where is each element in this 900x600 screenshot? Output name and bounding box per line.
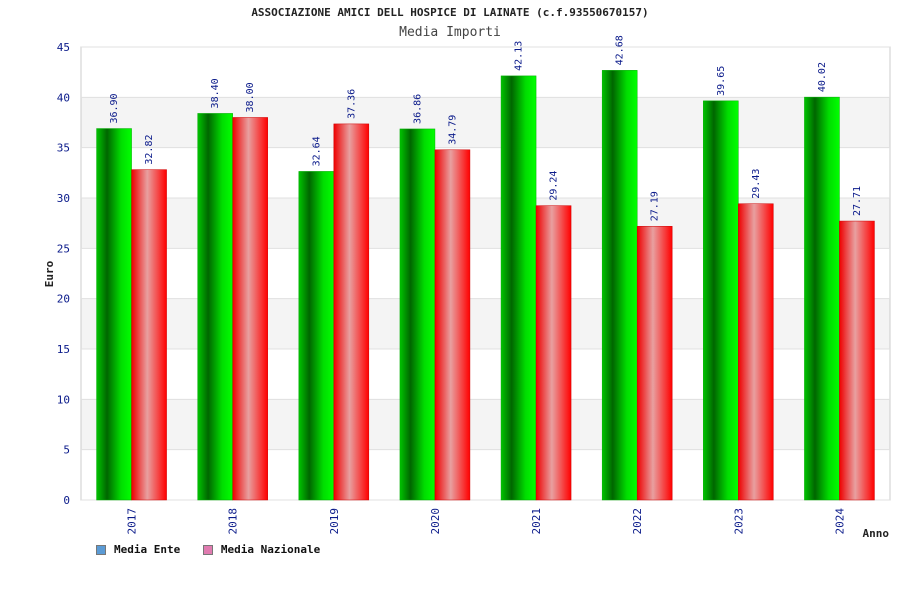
y-axis-title: Euro [43, 260, 56, 287]
chart-title: ASSOCIAZIONE AMICI DELL HOSPICE DI LAINA… [251, 6, 649, 19]
bar-media-ente-2021 [500, 75, 537, 501]
bar-media-ente-2023 [703, 100, 739, 501]
data-label: 29.43 [751, 169, 762, 199]
bar-media-nazionale-2024 [839, 220, 875, 501]
legend-swatch-media-ente [96, 544, 106, 555]
y-tick-label: 0 [63, 494, 70, 507]
legend-item-media-nazionale: Media Nazionale [202, 543, 321, 556]
legend-label-media-nazionale: Media Nazionale [220, 543, 321, 556]
y-tick-label: 15 [57, 343, 70, 356]
bar-media-ente-2017 [96, 128, 132, 501]
data-label: 38.00 [245, 82, 256, 112]
x-axis-title: Anno [863, 527, 890, 540]
y-tick-label: 35 [57, 142, 70, 155]
bar-media-ente-2019 [298, 171, 335, 501]
data-label: 36.90 [109, 93, 120, 123]
bar-media-nazionale-2022 [636, 226, 673, 501]
x-tick-label: 2024 [833, 508, 846, 535]
bar-media-ente-2024 [804, 96, 840, 501]
data-label: 27.19 [650, 191, 661, 221]
data-labels: 36.90 32.82 38.40 38.00 32.64 37.36 36.86 34.79… [109, 35, 863, 221]
bar-media-ente-2020 [399, 128, 436, 501]
data-label: 34.79 [447, 115, 458, 145]
bar-media-nazionale-2018 [232, 117, 268, 501]
legend-label-media-ente: Media Ente [114, 543, 181, 556]
x-tick-label: 2020 [429, 508, 442, 535]
x-tick-label: 2022 [631, 508, 644, 535]
legend-swatch-media-nazionale [202, 544, 213, 555]
y-tick-label: 45 [57, 41, 70, 54]
x-tick-label: 2017 [126, 508, 139, 535]
bars [96, 70, 875, 501]
data-label: 42.68 [615, 35, 626, 65]
data-label: 38.40 [210, 78, 221, 108]
x-tick-label: 2021 [530, 508, 543, 535]
legend-item-media-ente: Media Ente [96, 543, 180, 556]
bar-media-nazionale-2020 [434, 149, 471, 501]
x-axis-ticks: 2017 2018 2019 2020 2021 2022 2023 2024 [126, 508, 847, 535]
y-tick-label: 10 [57, 393, 70, 406]
data-label: 39.65 [716, 66, 727, 96]
y-tick-label: 5 [63, 444, 70, 457]
data-label: 40.02 [817, 62, 828, 92]
y-tick-label: 25 [57, 242, 70, 255]
y-tick-label: 20 [57, 293, 70, 306]
bar-media-nazionale-2019 [333, 123, 370, 501]
y-tick-label: 40 [57, 91, 70, 104]
bar-media-nazionale-2023 [738, 203, 774, 501]
bar-media-ente-2022 [601, 70, 638, 501]
x-tick-label: 2023 [732, 508, 745, 535]
legend: Media Ente Media Nazionale [96, 543, 336, 558]
data-label: 32.82 [144, 135, 155, 165]
data-label: 37.36 [346, 89, 357, 119]
x-tick-label: 2019 [328, 508, 341, 535]
data-label: 32.64 [311, 136, 322, 166]
bar-media-nazionale-2017 [131, 169, 167, 501]
x-tick-label: 2018 [227, 508, 240, 535]
data-label: 36.86 [412, 94, 423, 124]
data-label: 42.13 [514, 41, 525, 71]
bar-media-nazionale-2021 [535, 205, 572, 501]
y-axis-ticks: 0 5 10 15 20 25 30 35 40 45 [57, 41, 70, 507]
data-label: 29.24 [549, 171, 560, 201]
bar-media-ente-2018 [197, 113, 233, 501]
data-label: 27.71 [852, 186, 863, 216]
y-tick-label: 30 [57, 192, 70, 205]
chart-subtitle: Media Importi [399, 25, 501, 40]
plot-band [81, 47, 890, 98]
